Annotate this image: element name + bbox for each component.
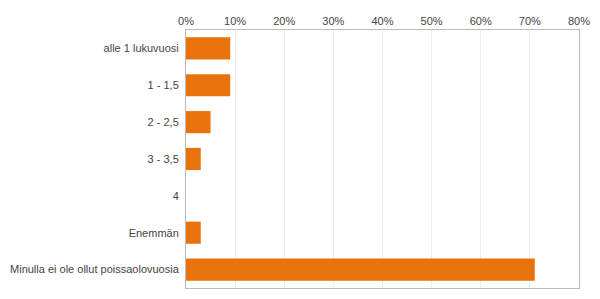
svg-text:20%: 20% <box>273 15 295 27</box>
svg-text:50%: 50% <box>421 15 443 27</box>
svg-text:4: 4 <box>173 190 179 202</box>
svg-text:30%: 30% <box>322 15 344 27</box>
svg-text:0%: 0% <box>178 15 194 27</box>
svg-text:2 - 2,5: 2 - 2,5 <box>148 116 179 128</box>
svg-text:3 - 3,5: 3 - 3,5 <box>148 153 179 165</box>
svg-text:80%: 80% <box>568 15 590 27</box>
svg-text:Minulla ei ole ollut poissaolo: Minulla ei ole ollut poissaolovuosia <box>10 263 180 275</box>
svg-text:70%: 70% <box>519 15 541 27</box>
svg-text:1 - 1,5: 1 - 1,5 <box>148 79 179 91</box>
svg-text:60%: 60% <box>470 15 492 27</box>
svg-text:Enemmän: Enemmän <box>129 227 179 239</box>
svg-text:40%: 40% <box>371 15 393 27</box>
svg-text:alle 1 lukuvuosi: alle 1 lukuvuosi <box>104 42 179 54</box>
svg-text:10%: 10% <box>224 15 246 27</box>
